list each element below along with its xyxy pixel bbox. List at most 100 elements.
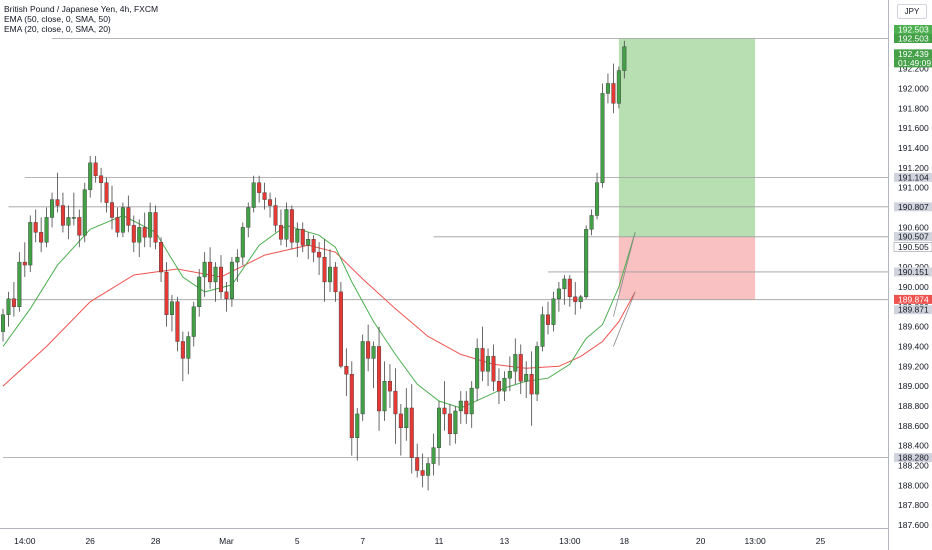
candle-body: [546, 314, 551, 325]
candle-body: [502, 378, 507, 392]
candle-body: [306, 239, 311, 246]
price-tick-label: 192.200: [898, 64, 929, 74]
candle-body: [556, 288, 561, 300]
price-tick-label: 188.200: [898, 461, 929, 471]
time-tick-label: 20: [696, 536, 706, 546]
candle-body: [431, 447, 436, 464]
price-tag-bg: [894, 305, 932, 315]
projection-line: [613, 232, 636, 317]
price-tag-text: 192.503: [898, 25, 929, 35]
candle-body: [360, 341, 365, 415]
candle-body: [159, 242, 164, 273]
candle-body: [202, 261, 207, 278]
price-tick-label: 190.600: [898, 222, 929, 232]
price-tag-bg: [894, 232, 932, 242]
candle-body: [458, 400, 463, 412]
price-tick-label: 190.000: [898, 282, 929, 292]
candle-body: [551, 298, 556, 325]
candle-body: [104, 182, 109, 203]
price-tag-bg: [894, 172, 932, 182]
price-tick-label: 187.600: [898, 520, 929, 530]
candle-body: [93, 162, 98, 176]
candle-body: [55, 199, 60, 206]
candle-body: [126, 207, 131, 226]
currency-button[interactable]: JPY: [897, 4, 927, 19]
candle-body: [578, 296, 583, 302]
plot-area: [1, 38, 888, 491]
price-tag-text: 189.871: [898, 305, 929, 315]
candle-body: [567, 278, 572, 298]
candle-body: [115, 217, 120, 233]
price-tag: 188.280: [894, 453, 932, 463]
candle-body: [224, 291, 229, 300]
candle-body: [595, 182, 600, 216]
candle-body: [262, 192, 267, 200]
price-tag-text: 192.439: [898, 49, 929, 59]
time-tick-label: 7: [360, 536, 365, 546]
candle-body: [453, 410, 458, 434]
candle-body: [377, 346, 382, 412]
price-tag-text: 190.807: [898, 202, 929, 212]
candle-body: [611, 83, 616, 104]
candle-body: [437, 407, 442, 448]
candle-body: [142, 227, 147, 238]
candle-body: [153, 212, 158, 243]
projection-line: [613, 291, 636, 347]
price-tag-bg: [894, 34, 932, 44]
candle-body: [387, 380, 392, 392]
candle-body: [240, 227, 245, 258]
candle-body: [88, 162, 93, 190]
time-tick-label: 25: [816, 536, 826, 546]
legend-ema20: EMA (20, close, 0, SMA, 20): [4, 24, 111, 34]
price-tick-label: 191.600: [898, 123, 929, 133]
candle-body: [529, 374, 534, 395]
price-tag-bg: [894, 25, 932, 35]
price-tag: 189.874: [894, 294, 932, 304]
price-tick-label: 187.800: [898, 500, 929, 510]
candle-body: [82, 189, 87, 236]
price-tag-bg: [894, 58, 932, 68]
price-tag: 190.505: [893, 242, 932, 252]
price-tag: 190.151: [894, 267, 932, 277]
candle-body: [535, 346, 540, 395]
candle-body: [464, 400, 469, 415]
price-tick-label: 188.800: [898, 401, 929, 411]
price-tag-bg: [894, 49, 932, 59]
candle-body: [235, 256, 240, 263]
candle-body: [295, 229, 300, 243]
candle-body: [229, 261, 234, 300]
candle-body: [480, 348, 485, 372]
candle-body: [622, 46, 627, 71]
time-tick-label: 13:00: [559, 536, 581, 546]
candle-body: [589, 215, 594, 230]
time-tick-label: 13:00: [744, 536, 766, 546]
price-tick-label: 191.800: [898, 103, 929, 113]
price-tick-label: 191.400: [898, 143, 929, 153]
price-tag-text: 190.151: [898, 267, 929, 277]
candle-body: [507, 371, 512, 379]
price-tag: 01:49:09: [894, 58, 932, 68]
candle-body: [289, 209, 294, 243]
price-tick-label: 189.400: [898, 341, 929, 351]
candle-body: [420, 470, 425, 476]
candle-body: [22, 261, 27, 266]
price-tick-label: 190.200: [898, 262, 929, 272]
price-tag-bg: [894, 453, 932, 463]
candle-body: [186, 336, 191, 359]
candle-body: [191, 306, 196, 337]
candle-body: [213, 266, 218, 283]
candle-body: [524, 374, 529, 382]
candle-body: [33, 222, 38, 233]
time-tick-label: 11: [435, 536, 444, 546]
candle-body: [382, 380, 387, 412]
candle-body: [66, 217, 71, 226]
loss-zone: [618, 236, 756, 300]
price-tag-bg: [894, 294, 932, 304]
price-tag: 192.503: [894, 34, 932, 44]
candle-body: [175, 301, 180, 342]
candle-body: [246, 207, 251, 228]
price-tag: 189.871: [894, 305, 932, 315]
candle-body: [273, 205, 278, 226]
